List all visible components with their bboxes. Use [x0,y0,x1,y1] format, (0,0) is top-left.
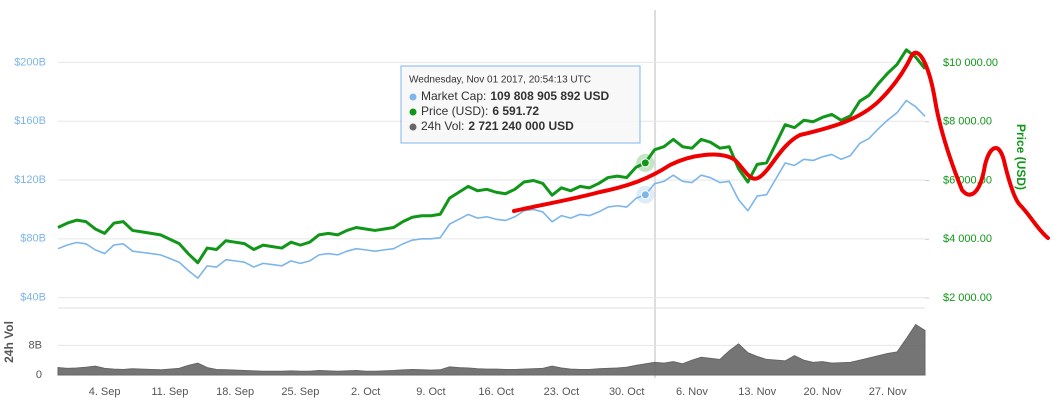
y-tick-label: $160B [14,115,46,127]
y-tick-label: $120B [14,174,46,186]
y3-tick-label: 0 [36,369,42,381]
tooltip-header: Wednesday, Nov 01 2017, 20:54:13 UTC [409,75,591,86]
tooltip-label: Price (USD): [421,104,488,118]
y-tick-label: $200B [14,56,46,68]
tooltip-swatch [409,93,417,101]
x-tick-label: 16. Oct [478,386,513,398]
y2-tick-label: $4 000.00 [943,233,992,245]
x-tick-label: 18. Sep [216,386,254,398]
tooltip-value: 2 721 240 000 USD [468,119,574,133]
x-tick-label: 6. Nov [676,386,708,398]
y-tick-label: $40B [20,292,46,304]
x-tick-label: 9. Oct [416,386,445,398]
x-tick-label: 27. Nov [869,386,907,398]
y3-tick-label: 8B [29,339,42,351]
series-line [57,99,926,279]
volume-area [57,323,926,376]
tooltip-swatch [409,123,417,131]
hand-drawn-annotation [512,50,1050,240]
tooltip-value: 6 591.72 [492,104,539,118]
tooltip: Wednesday, Nov 01 2017, 20:54:13 UTC Mar… [400,65,641,144]
y2-tick-label: $10 000.00 [943,57,998,69]
y2-axis-title: Price (USD) [1014,124,1028,190]
x-tick-label: 2. Oct [351,386,380,398]
tooltip-label: 24h Vol: [421,119,464,133]
x-tick-label: 13. Nov [738,386,776,398]
x-tick-label: 25. Sep [281,386,319,398]
hover-point [640,190,650,200]
tooltip-value: 109 808 905 892 USD [490,89,609,103]
x-tick-label: 11. Sep [151,386,188,398]
y2-tick-label: $8 000.00 [943,116,992,128]
tooltip-item: Market Cap: 109 808 905 892 USD [421,89,609,103]
tooltip-label: Market Cap: [421,89,486,103]
y-tick-label: $80B [20,233,46,245]
series-line [57,48,927,265]
hover-point [640,158,650,168]
tooltip-item: Price (USD): 6 591.72 [421,104,539,118]
x-tick-label: 4. Sep [89,386,121,398]
x-tick-label: 20. Nov [803,386,841,398]
x-tick-label: 23. Oct [544,386,579,398]
plot-area: $40B $80B $120B $160B $200B $2 000.00 $4 000.0… [14,48,998,398]
tooltip-item: 24h Vol: 2 721 240 000 USD [421,119,574,133]
tooltip-swatch [409,108,417,116]
y2-tick-label: $2 000.00 [943,292,992,304]
y3-axis-title: 24h Vol [2,321,16,363]
x-tick-label: 30. Oct [609,386,644,398]
tooltip-box [400,65,641,144]
